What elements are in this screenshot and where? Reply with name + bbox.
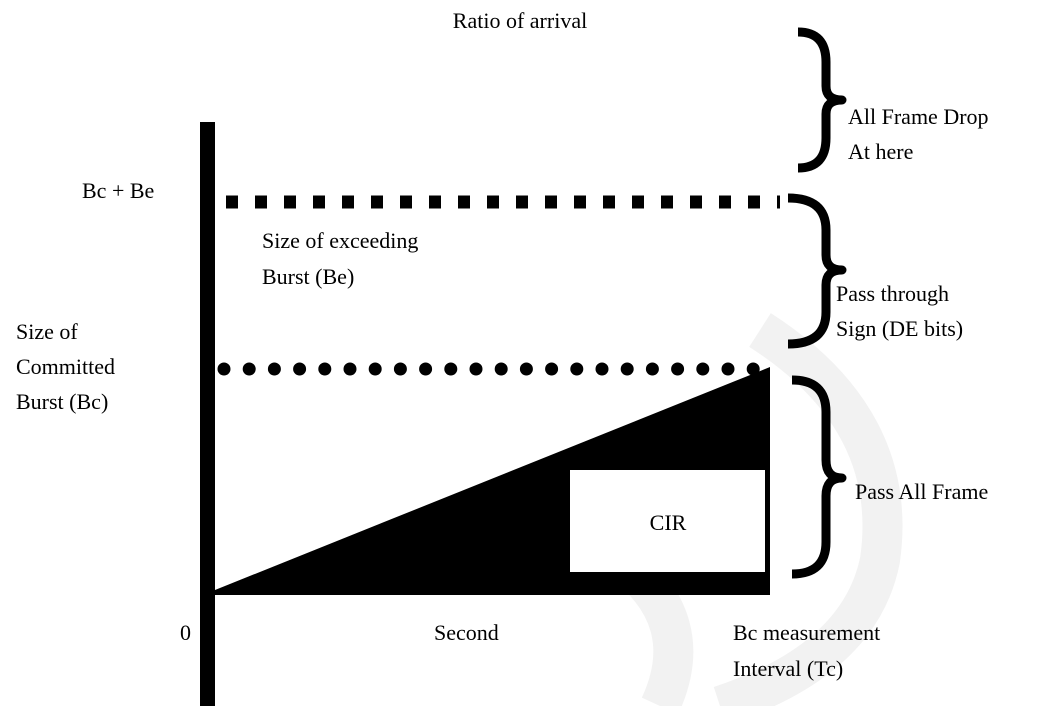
zone-label: Pass through [836, 281, 949, 306]
braces [787, 27, 847, 579]
interval-label: Bc measurement [733, 620, 880, 645]
brace [791, 375, 847, 579]
excess-label: Size of exceeding [262, 228, 418, 253]
vertical-axis [200, 122, 215, 706]
cir-box [570, 470, 765, 572]
excess-label: Burst (Be) [262, 264, 354, 289]
zone-label: Pass All Frame [855, 479, 988, 504]
x-axis-label: Second [434, 620, 499, 645]
level-label: Bc + Be [82, 178, 154, 203]
title: Ratio of arrival [453, 8, 587, 33]
zone-label: At here [848, 139, 913, 164]
level-label: 0 [180, 620, 191, 645]
brace [787, 193, 847, 349]
zone-label: Sign (DE bits) [836, 316, 963, 341]
committed-label: Burst (Bc) [16, 389, 108, 414]
watermark-arc [713, 313, 903, 706]
committed-label: Committed [16, 354, 115, 379]
cir-label: CIR [650, 510, 687, 535]
interval-label: Interval (Tc) [733, 656, 843, 681]
committed-label: Size of [16, 319, 78, 344]
brace [797, 27, 847, 173]
zone-label: All Frame Drop [848, 104, 989, 129]
